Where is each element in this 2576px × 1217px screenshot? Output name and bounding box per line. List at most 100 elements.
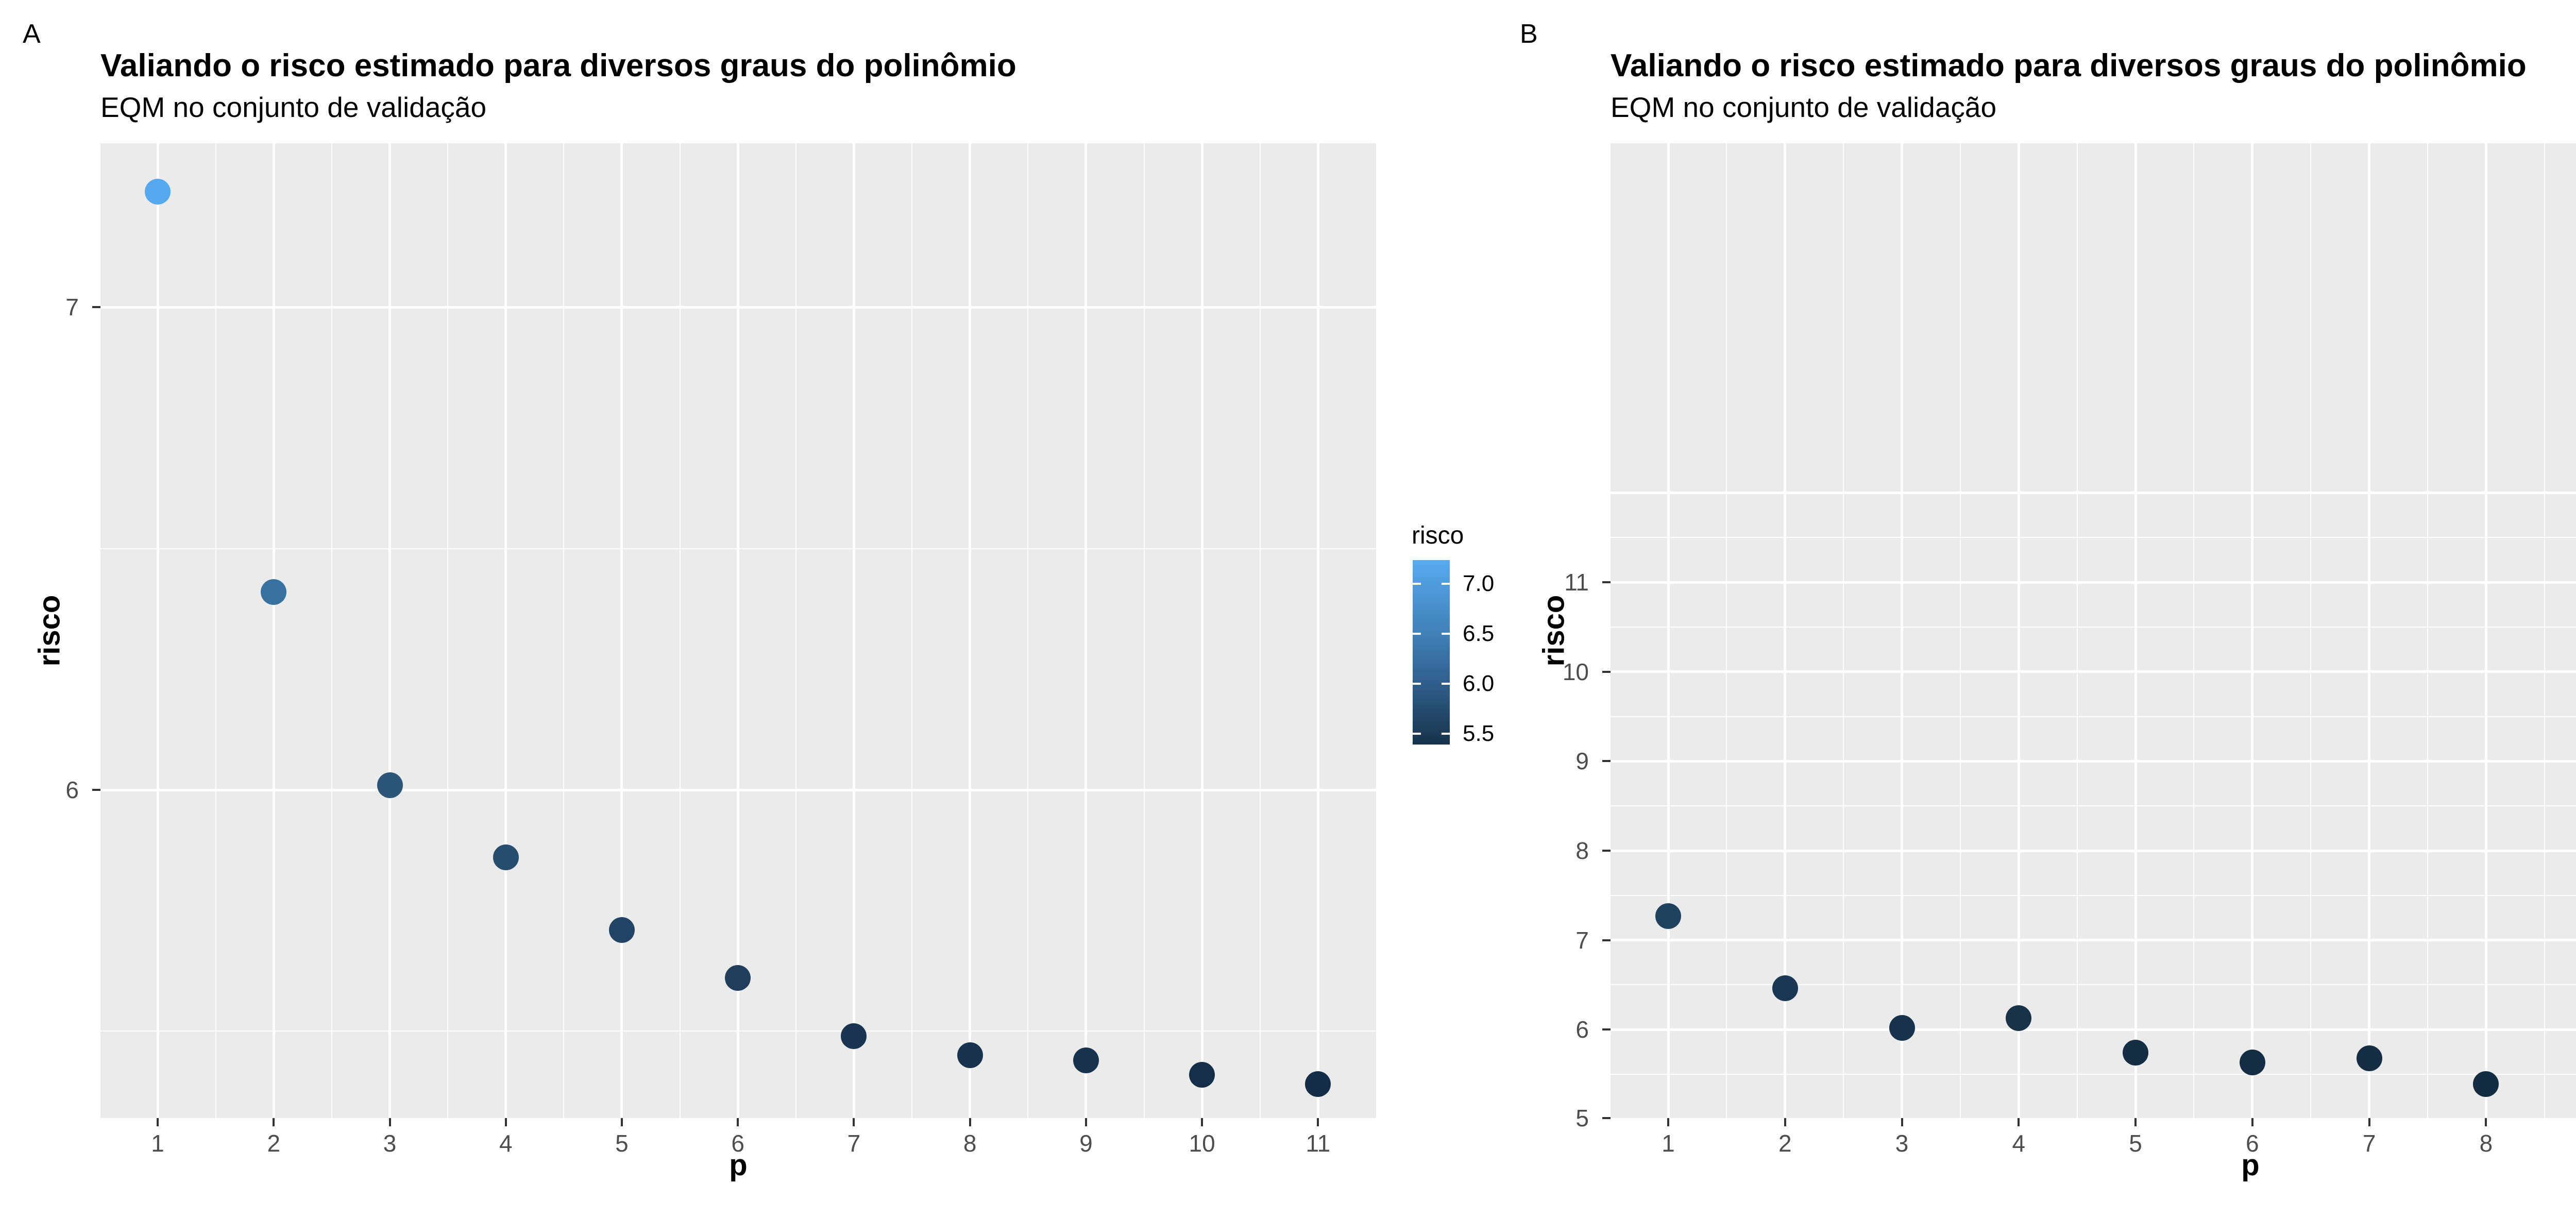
legend-tick-label: 5.5 (1463, 720, 1495, 746)
chart-subtitle-a: EQM no conjunto de validação (100, 91, 487, 123)
x-tick-label: 2 (267, 1130, 281, 1157)
data-point (725, 965, 751, 991)
y-tick-label: 6 (65, 776, 79, 804)
x-tick-label: 5 (2129, 1130, 2142, 1157)
x-axis-tick (1784, 1118, 1786, 1126)
gridline-minor-vertical (2427, 143, 2428, 1118)
y-tick-label: 6 (1575, 1016, 1589, 1043)
gridline-major-vertical (156, 143, 159, 1118)
x-axis-tick (1667, 1118, 1670, 1126)
data-point (2123, 1040, 2149, 1066)
data-point (2239, 1050, 2265, 1076)
y-axis-tick (92, 306, 100, 309)
gridline-minor-vertical (2310, 143, 2312, 1118)
gridline-major-vertical (736, 143, 739, 1118)
gridline-minor-vertical (215, 143, 216, 1118)
gridline-minor-vertical (1259, 143, 1261, 1118)
gridline-major-horizontal (1611, 1028, 2576, 1031)
gridline-major-horizontal (100, 306, 1376, 309)
y-tick-label: 5 (1575, 1105, 1589, 1131)
x-axis-tick (388, 1118, 391, 1126)
legend-tick-mark (1442, 732, 1450, 735)
gridline-minor-vertical (679, 143, 681, 1118)
gridline-minor-vertical (1027, 143, 1029, 1118)
y-tick-label: 7 (1575, 926, 1589, 954)
panel-tag-a: A (23, 19, 41, 49)
y-tick-label: 8 (1575, 837, 1589, 864)
gridline-minor-vertical (447, 143, 449, 1118)
gridline-minor-horizontal (1611, 1073, 2576, 1075)
data-point (377, 772, 403, 798)
x-axis-tick (1317, 1118, 1319, 1126)
data-point (493, 844, 519, 871)
x-axis-tick (969, 1118, 971, 1126)
gridline-minor-horizontal (1611, 894, 2576, 896)
x-axis-tick (1201, 1118, 1204, 1126)
legend-tick-mark (1442, 633, 1450, 635)
gridline-minor-vertical (1143, 143, 1145, 1118)
x-tick-label: 4 (499, 1130, 513, 1157)
y-axis-tick (92, 789, 100, 791)
gridline-major-vertical (1084, 143, 1088, 1118)
data-point (1305, 1071, 1331, 1097)
gridline-minor-vertical (331, 143, 332, 1118)
y-tick-label: 9 (1575, 748, 1589, 775)
data-point (841, 1023, 867, 1049)
data-point (2473, 1071, 2499, 1097)
x-axis-title-b: p (2241, 1148, 2260, 1182)
x-tick-label: 6 (731, 1130, 744, 1157)
x-axis-tick (504, 1118, 507, 1126)
y-axis-tick (1602, 850, 1611, 852)
x-tick-label: 7 (847, 1130, 861, 1157)
x-tick-label: 3 (1895, 1130, 1909, 1157)
x-tick-label: 9 (1079, 1130, 1093, 1157)
y-axis-tick (1602, 760, 1611, 763)
gridline-major-vertical (620, 143, 623, 1118)
gridline-major-vertical (1667, 143, 1670, 1118)
y-tick-label: 7 (65, 294, 79, 321)
gridline-major-vertical (1316, 143, 1319, 1118)
gridline-minor-horizontal (1611, 716, 2576, 717)
x-axis-tick (273, 1118, 275, 1126)
gridline-major-horizontal (100, 788, 1376, 791)
data-point (1189, 1061, 1215, 1088)
legend-tick-mark (1413, 583, 1421, 585)
data-point (1073, 1047, 1099, 1073)
x-axis-tick (737, 1118, 739, 1126)
gridline-major-horizontal (1611, 670, 2576, 673)
gridline-major-vertical (852, 143, 855, 1118)
legend-tick-mark (1413, 633, 1421, 635)
legend-tick-label: 6.0 (1463, 670, 1495, 696)
gridline-major-vertical (2484, 143, 2487, 1118)
x-axis-tick (2368, 1118, 2370, 1126)
x-tick-label: 6 (2246, 1130, 2259, 1157)
gridline-minor-horizontal (1611, 984, 2576, 986)
x-tick-label: 10 (1189, 1130, 1215, 1157)
gridline-minor-vertical (1843, 143, 1844, 1118)
x-tick-label: 8 (963, 1130, 977, 1157)
x-axis-tick (620, 1118, 623, 1126)
gridline-minor-vertical (795, 143, 796, 1118)
gridline-major-vertical (969, 143, 972, 1118)
x-axis-tick (2251, 1118, 2253, 1126)
x-axis-tick (1901, 1118, 1903, 1126)
gridline-minor-horizontal (1611, 627, 2576, 628)
gridline-major-horizontal (1611, 849, 2576, 852)
legend-colorbar (1413, 560, 1450, 745)
gridline-major-vertical (2017, 143, 2020, 1118)
gridline-major-vertical (2134, 143, 2137, 1118)
gridline-minor-vertical (2544, 143, 2545, 1118)
x-tick-label: 7 (2362, 1130, 2376, 1157)
gridline-minor-vertical (2076, 143, 2078, 1118)
gridline-minor-horizontal (1611, 537, 2576, 538)
y-tick-label: 11 (1564, 569, 1589, 596)
legend-tick-mark (1413, 732, 1421, 735)
chart-subtitle-b: EQM no conjunto de validação (1611, 91, 1997, 123)
panel-background (1611, 143, 2576, 1118)
y-axis-tick (1602, 1028, 1611, 1031)
data-point (608, 917, 635, 943)
x-axis-tick (2134, 1118, 2137, 1126)
panel-tag-b: B (1520, 19, 1538, 49)
data-point (1772, 975, 1798, 1002)
